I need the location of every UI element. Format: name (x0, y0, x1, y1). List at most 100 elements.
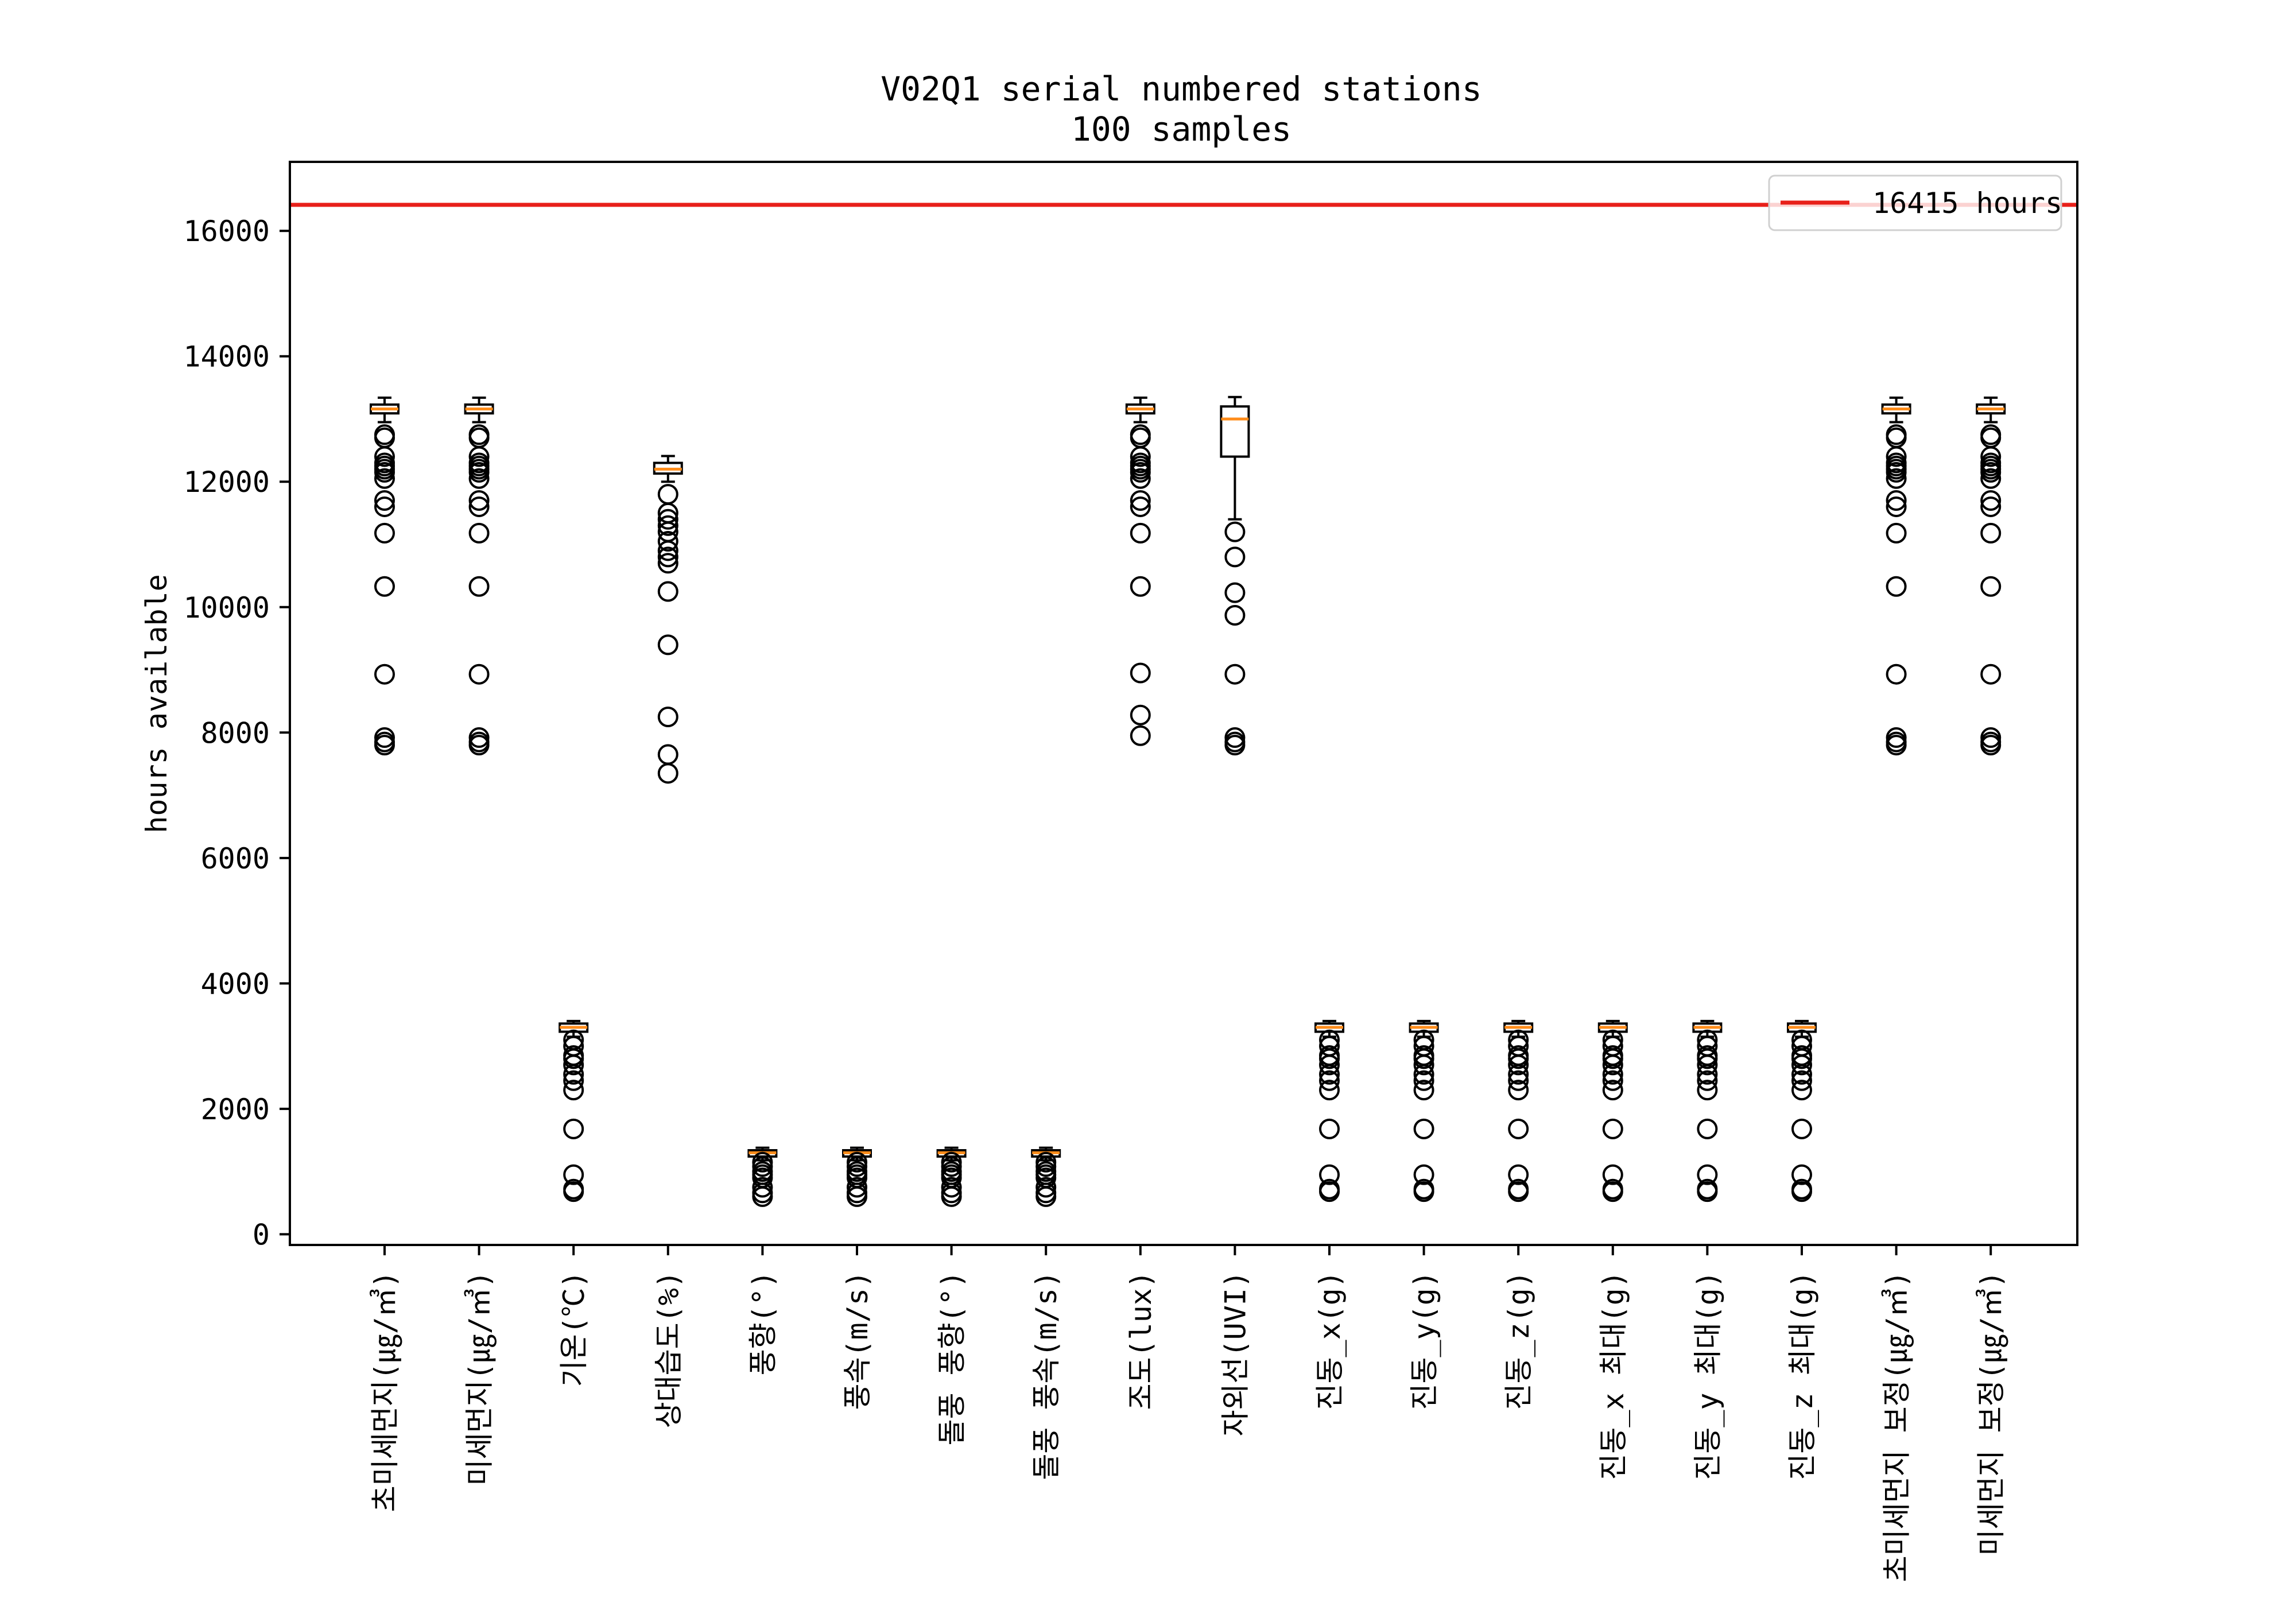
outlier-point (657, 744, 678, 765)
outlier-point (1224, 664, 1246, 685)
outlier-point (374, 735, 395, 756)
x-tick-label: 풍속(m/s) (841, 1271, 874, 1410)
outlier-point (1413, 1080, 1434, 1101)
outlier-point (1886, 468, 1907, 489)
y-axis-label: hours available (140, 574, 173, 833)
outlier-point (1130, 704, 1151, 726)
box-plot (1314, 1019, 1344, 1202)
outlier-point (1413, 1070, 1434, 1091)
y-tick-label: 0 (253, 1218, 270, 1251)
y-tick-label: 16000 (183, 215, 270, 248)
outlier-point (1980, 461, 2002, 483)
outlier-point (468, 446, 490, 467)
outlier-point (1886, 664, 1907, 685)
outlier-point (941, 1156, 962, 1177)
outlier-point (1602, 1164, 1623, 1185)
outlier-point (657, 515, 678, 536)
outlier-point (1319, 1181, 1340, 1202)
box-plot (1409, 1019, 1439, 1202)
outlier-point (1035, 1177, 1057, 1198)
outlier-point (1508, 1064, 1529, 1085)
outlier-point (1508, 1080, 1529, 1101)
outlier-point (563, 1064, 584, 1085)
outlier-point (563, 1181, 584, 1202)
outlier-point (374, 461, 395, 483)
outlier-point (1319, 1118, 1340, 1139)
outlier-point (468, 496, 490, 517)
outlier-point (563, 1080, 584, 1101)
chart-title-line2: 100 samples (1071, 110, 1292, 149)
outlier-point (1791, 1070, 1812, 1091)
outlier-point (847, 1186, 867, 1207)
y-axis: 0 2000 4000 6000 8000 10000 12000 14000 16000 (183, 215, 290, 1251)
outlier-point (563, 1118, 584, 1139)
outlier-point (1886, 522, 1907, 544)
x-tick-label: 조도(lux) (1124, 1271, 1158, 1410)
outlier-point (657, 706, 678, 727)
outlier-point (1035, 1186, 1057, 1207)
y-tick-label: 2000 (201, 1093, 270, 1126)
outlier-point (374, 576, 395, 597)
y-tick-label: 6000 (201, 842, 270, 875)
outlier-point (847, 1156, 867, 1177)
box-plot (936, 1146, 967, 1207)
outlier-point (1697, 1181, 1718, 1202)
outlier-point (468, 522, 490, 544)
x-tick-label: 미세먼지 보정(㎍/㎥) (1975, 1271, 2008, 1555)
outlier-point (657, 546, 678, 568)
outlier-point (1697, 1080, 1718, 1101)
outlier-point (1697, 1118, 1718, 1139)
outlier-point (563, 1164, 584, 1185)
outlier-point (1130, 725, 1151, 746)
outlier-point (1980, 496, 2002, 517)
outlier-point (1224, 546, 1246, 568)
outlier-point (847, 1177, 867, 1198)
outlier-point (468, 664, 490, 685)
box-plot (653, 455, 683, 784)
outlier-point (1886, 576, 1907, 597)
outlier-point (1508, 1070, 1529, 1091)
outlier-point (752, 1186, 773, 1207)
outlier-point (657, 540, 678, 561)
outlier-point (1602, 1118, 1623, 1139)
outlier-point (374, 522, 395, 544)
outlier-point (374, 468, 395, 489)
outlier-point (1224, 604, 1246, 626)
outlier-point (1980, 446, 2002, 467)
plot-frame (289, 161, 2078, 1246)
outlier-point (1602, 1080, 1623, 1101)
x-tick-label: 풍향(°) (746, 1271, 779, 1375)
box-plot (1787, 1019, 1817, 1202)
outlier-point (1980, 735, 2002, 756)
outlier-point (468, 576, 490, 597)
outlier-point (1791, 1080, 1812, 1101)
outlier-point (1602, 1070, 1623, 1091)
outlier-point (1508, 1164, 1529, 1185)
outlier-point (1413, 1064, 1434, 1085)
outlier-point (1980, 490, 2002, 511)
outlier-point (1130, 662, 1151, 684)
outlier-point (1886, 735, 1907, 756)
outlier-point (657, 763, 678, 784)
x-tick-label: 기온(℃) (557, 1271, 591, 1387)
box-plot (370, 396, 400, 756)
outlier-point (1886, 496, 1907, 517)
x-tick-label: 진동_z 최대(g) (1786, 1271, 1819, 1480)
outlier-point (468, 461, 490, 483)
outlier-point (1886, 490, 1907, 511)
outlier-point (657, 581, 678, 602)
outlier-point (1130, 496, 1151, 517)
x-tick-label: 초미세먼지 보정(㎍/㎥) (1880, 1271, 1914, 1582)
outlier-point (468, 490, 490, 511)
outlier-point (1319, 1070, 1340, 1091)
outlier-point (1130, 468, 1151, 489)
outlier-point (1319, 1054, 1340, 1076)
outlier-point (1602, 1048, 1623, 1069)
box-plot (1976, 396, 2006, 756)
outlier-point (657, 484, 678, 505)
outlier-point (1980, 468, 2002, 489)
outlier-point (1791, 1064, 1812, 1085)
box-plot (1220, 395, 1250, 756)
y-tick-label: 8000 (201, 716, 270, 750)
